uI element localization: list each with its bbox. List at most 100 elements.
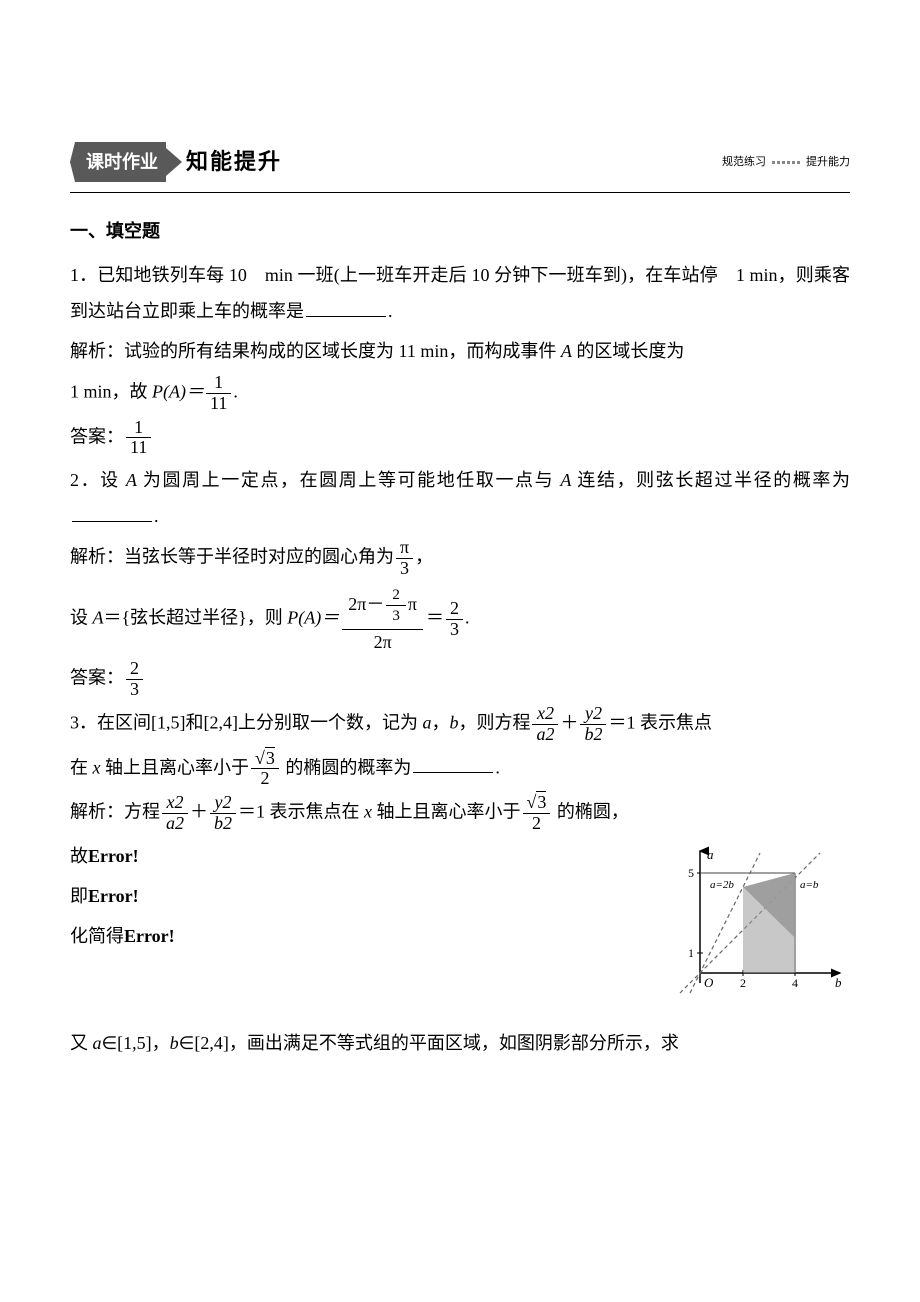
fig-line1-label: a=2b xyxy=(710,879,734,891)
q1-expl-line1: 解析：试验的所有结果构成的区域长度为 11 min，而构成事件 A 的区域长度为 xyxy=(70,333,850,369)
q3-last: 又 a∈[1,5]，b∈[2,4]，画出满足不等式组的平面区域，如图阴影部分所示… xyxy=(70,1025,850,1061)
q2-A1: A xyxy=(126,470,137,490)
q1-frac-den: 11 xyxy=(206,394,231,414)
q3-line2-c: 的椭圆的概率为 xyxy=(281,757,412,777)
q2-pi-frac: π3 xyxy=(396,538,413,579)
graph-svg: a b O 2 4 1 5 a=2b a=b xyxy=(660,843,850,1013)
q3-err-pre-1: 故 xyxy=(70,846,88,866)
q3-sqrt-num: 3 xyxy=(251,749,279,770)
q1-ans-num: 1 xyxy=(126,418,151,439)
q3-err-pre-2: 即 xyxy=(70,886,88,906)
q3-stem-line2: 在 x 轴上且离心率小于32 的椭圆的概率为. xyxy=(70,749,850,790)
banner-right-b: 提升能力 xyxy=(806,151,850,173)
q1-expl-b: 的区域长度为 xyxy=(572,341,685,361)
q2-nested-den: 3 xyxy=(386,606,406,627)
q2-expl-line1: 解析：当弦长等于半径时对应的圆心角为π3， xyxy=(70,538,850,579)
q2-bigfrac-den: 2π xyxy=(342,630,423,656)
q2-three: 3 xyxy=(396,559,413,579)
q3-esqrt3: 3 xyxy=(536,791,546,812)
q3-stem-line1: 3．在区间[1,5]和[2,4]上分别取一个数，记为 a，b，则方程x2a2＋y… xyxy=(70,704,850,745)
q3-x2: x2 xyxy=(532,704,558,725)
q1-blank xyxy=(306,299,386,317)
q3-error-1: Error! xyxy=(88,846,139,866)
q1-ans-den: 11 xyxy=(126,438,151,458)
q2-ans-frac: 23 xyxy=(126,659,143,700)
q2-res-num: 2 xyxy=(446,599,463,620)
q1-frac-num: 1 xyxy=(206,373,231,394)
q3-text-a: 3．在区间[1,5]和[2,4]上分别取一个数，记为 xyxy=(70,712,422,732)
q2-bigfrac: 2π－23π2π xyxy=(342,583,423,656)
q3-esqrt-num: 3 xyxy=(523,793,551,814)
q1-ans-frac: 111 xyxy=(126,418,151,459)
dots-icon xyxy=(772,161,800,164)
banner-arrow-icon xyxy=(166,148,182,176)
q1-period: . xyxy=(388,301,393,321)
q3-line2-a: 在 xyxy=(70,757,93,777)
q3-eplus: ＋ xyxy=(190,802,208,822)
q1-expl-line2: 1 min，故 P(A)＝111. xyxy=(70,373,850,414)
q3-expl-d: 的椭圆， xyxy=(552,802,629,822)
q1-expl-A: A xyxy=(561,341,572,361)
q2-ans-label: 答案： xyxy=(70,668,124,688)
q2-text-b: 为圆周上一定点，在圆周上等可能地任取一点与 xyxy=(137,470,560,490)
q3-err-pre-3: 化简得 xyxy=(70,926,124,946)
q2-line2-b: ＝{弦长超过半径}，则 xyxy=(104,607,288,627)
q2-bf-a: 2π－ xyxy=(348,594,384,614)
q1-frac: 111 xyxy=(206,373,231,414)
q3-frac2: y2b2 xyxy=(580,704,606,745)
q3-error-3: Error! xyxy=(124,926,175,946)
q3-eb2: b2 xyxy=(210,814,236,834)
q3-expl-a: 解析：方程 xyxy=(70,802,160,822)
fig-yt5: 5 xyxy=(688,866,694,880)
q3-b2: b2 xyxy=(580,725,606,745)
q2-nested-num: 2 xyxy=(386,585,406,607)
q3-eq1: ＝1 表示焦点 xyxy=(608,712,712,732)
q2-tail: . xyxy=(465,607,470,627)
q3-error-block: 故Error! 即Error! 化简得Error! xyxy=(70,838,640,958)
q2-res-den: 3 xyxy=(446,620,463,640)
fig-xt4: 4 xyxy=(792,976,798,990)
q3-a2: a2 xyxy=(532,725,558,745)
banner-right: 规范练习 提升能力 xyxy=(722,151,850,173)
banner-left-label: 课时作业 xyxy=(70,142,166,182)
q3-error-2: Error! xyxy=(88,886,139,906)
fig-xt2: 2 xyxy=(740,976,746,990)
fig-origin: O xyxy=(704,975,714,990)
fig-line2-label: a=b xyxy=(800,879,819,891)
q2-A3: A xyxy=(93,607,104,627)
q2-PA: P(A)＝ xyxy=(287,607,339,627)
q2-stem: 2．设 A 为圆周上一定点，在圆周上等可能地任取一点与 A 连结，则弦长超过半径… xyxy=(70,462,850,534)
q3-frac1: x2a2 xyxy=(532,704,558,745)
banner-title: 知能提升 xyxy=(186,140,282,184)
q3-lb: b xyxy=(170,1033,179,1053)
q3-err1: 故Error! xyxy=(70,838,640,874)
q1-stem: 1．已知地铁列车每 10 min 一班(上一班车开走后 10 分钟下一班车到)，… xyxy=(70,257,850,329)
q3-blank xyxy=(413,755,493,773)
fig-y-label: a xyxy=(707,847,714,862)
sqrt-icon: 3 xyxy=(255,749,275,769)
q3-last-b: ∈[1,5]， xyxy=(102,1033,170,1053)
q1-answer: 答案：111 xyxy=(70,418,850,459)
fig-x-label: b xyxy=(835,975,842,990)
banner-right-a: 规范练习 xyxy=(722,151,766,173)
q3-efrac2: y2b2 xyxy=(210,793,236,834)
q2-ans-den: 3 xyxy=(126,680,143,700)
q2-bigfrac-num: 2π－23π xyxy=(342,583,423,630)
q1-line2-a: 1 min，故 xyxy=(70,381,152,401)
q3-y2: y2 xyxy=(580,704,606,725)
banner-underline xyxy=(70,192,850,193)
q3-ex: x xyxy=(364,802,372,822)
q3-sqrt3: 3 xyxy=(265,747,275,768)
q3-period: . xyxy=(495,757,500,777)
q3-err2: 即Error! xyxy=(70,878,640,914)
q1-text-a: 1．已知地铁列车每 10 min 一班(上一班车开走后 10 分钟下一班车到)，… xyxy=(70,265,850,321)
q2-A2: A xyxy=(560,470,571,490)
q3-c1: ， xyxy=(431,712,449,732)
q2-nested: 23 xyxy=(386,585,406,627)
q2-text-a: 2．设 xyxy=(70,470,126,490)
q3-efrac1: x2a2 xyxy=(162,793,188,834)
q3-ea2: a2 xyxy=(162,814,188,834)
q3-x: x xyxy=(93,757,101,777)
q3-err3: 化简得Error! xyxy=(70,918,640,954)
q3-sqrt-frac: 32 xyxy=(251,749,279,790)
